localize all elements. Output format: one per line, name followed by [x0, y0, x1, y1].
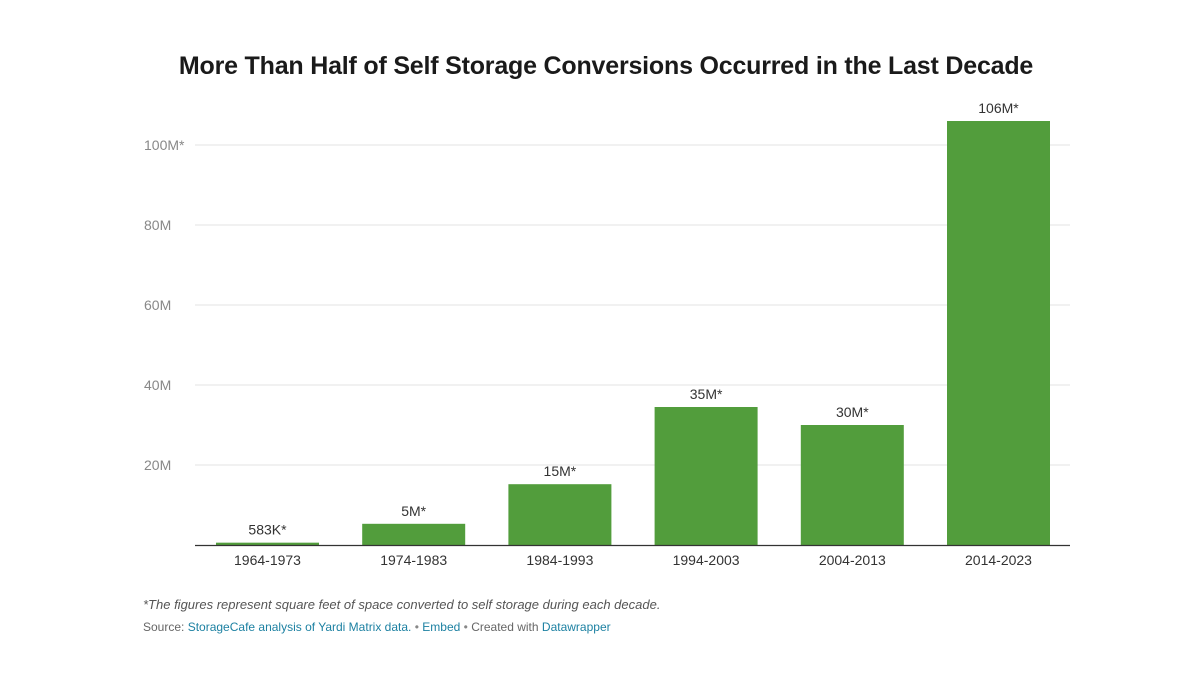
y-tick-label: 60M: [144, 297, 171, 313]
y-tick-label: 100M*: [144, 137, 185, 153]
data-label: 5M*: [401, 503, 426, 519]
x-tick-label: 1964-1973: [234, 552, 301, 568]
source-label: Source:: [143, 620, 185, 634]
data-label: 35M*: [690, 386, 723, 402]
data-label: 15M*: [544, 463, 577, 479]
footnote: *The figures represent square feet of sp…: [143, 597, 661, 612]
bar: [508, 484, 612, 545]
created-with-label: Created with: [471, 620, 539, 634]
source-line: Source: StorageCafe analysis of Yardi Ma…: [143, 619, 1123, 635]
x-tick-label: 2014-2023: [965, 552, 1032, 568]
bars: [216, 121, 1050, 545]
chart-footer: *The figures represent square feet of sp…: [143, 596, 1123, 635]
embed-link[interactable]: Embed: [422, 620, 461, 634]
x-tick-label: 1994-2003: [673, 552, 740, 568]
separator-dot: •: [414, 620, 419, 634]
data-label: 30M*: [836, 404, 869, 420]
bar: [800, 425, 904, 545]
data-label: 106M*: [978, 100, 1019, 116]
bar: [216, 542, 319, 545]
y-tick-label: 80M: [144, 217, 171, 233]
y-tick-label: 40M: [144, 377, 171, 393]
y-axis-ticks: 20M 40M 60M 80M 100M*: [144, 137, 185, 473]
chart-title: More Than Half of Self Storage Conversio…: [178, 52, 1034, 80]
source-link[interactable]: StorageCafe analysis of Yardi Matrix dat…: [187, 620, 412, 634]
bar: [654, 407, 758, 545]
datawrapper-link[interactable]: Datawrapper: [541, 620, 611, 634]
gridlines: [195, 144, 1070, 466]
x-tick-label: 1974-1983: [380, 552, 447, 568]
bar: [947, 121, 1050, 545]
y-tick-label: 20M: [144, 457, 171, 473]
x-tick-label: 1984-1993: [526, 552, 593, 568]
x-axis-ticks: 1964-1973 1974-1983 1984-1993 1994-2003 2004…: [234, 552, 1032, 568]
x-tick-label: 2004-2013: [819, 552, 886, 568]
data-labels: 583K* 5M* 15M* 35M* 30M* 106M*: [248, 100, 1019, 538]
data-label: 583K*: [248, 522, 287, 538]
bar: [362, 523, 466, 545]
separator-dot: •: [463, 620, 468, 634]
